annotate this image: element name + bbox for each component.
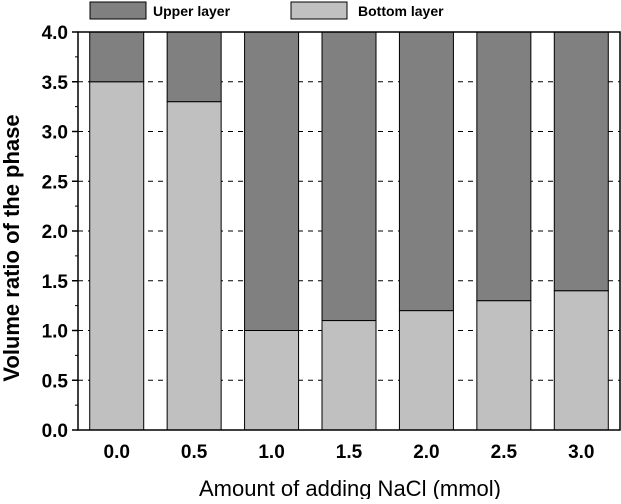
y-tick-label-6: 3.0 (42, 123, 68, 144)
y-tick-label-1: 0.5 (42, 371, 69, 392)
bars-layer (89, 31, 609, 431)
y-tick-label-3: 1.5 (42, 272, 69, 293)
y-tick-label-2: 1.0 (42, 322, 68, 343)
axes-layer: 0.0 0.5 1.0 1.5 2.0 2.5 3.0 0.0 0.5 1.0 1.5 2.0 2.5 3… (42, 23, 621, 463)
legend-swatch-bottom-layer (290, 1, 348, 20)
bar-upper-layer-2.0 (398, 31, 454, 312)
legend-swatch-upper-layer (89, 1, 147, 20)
bar-bottom-layer-2.0 (398, 310, 454, 431)
bar-bottom-layer-1.5 (321, 320, 377, 431)
bar-bottom-layer-0.0 (89, 81, 145, 431)
bar-upper-layer-2.5 (476, 31, 532, 302)
y-tick-label-8: 4.0 (42, 23, 68, 44)
y-tick-label-4: 2.0 (42, 222, 68, 243)
y-tick-label-5: 2.5 (42, 172, 69, 193)
x-tick-label-4: 2.0 (413, 442, 439, 463)
bar-bottom-layer-0.5 (166, 101, 222, 431)
y-tick-label-7: 3.5 (42, 73, 69, 94)
x-tick-label-6: 3.0 (568, 442, 594, 463)
legend-label-bottom-layer: Bottom layer (358, 3, 444, 19)
bar-upper-layer-0.5 (166, 31, 222, 103)
legend: Upper layer Bottom layer (89, 1, 444, 20)
bar-upper-layer-0.0 (89, 31, 145, 83)
y-axis-title: Volume ratio of the phase (0, 114, 24, 381)
bar-upper-layer-3.0 (553, 31, 609, 292)
bar-bottom-layer-3.0 (553, 290, 609, 431)
x-tick-label-5: 2.5 (491, 442, 518, 463)
legend-label-upper-layer: Upper layer (153, 3, 231, 19)
x-tick-label-0: 0.0 (104, 442, 130, 463)
x-tick-label-3: 1.5 (336, 442, 363, 463)
x-tick-label-1: 0.5 (181, 442, 208, 463)
bar-upper-layer-1.0 (244, 31, 300, 331)
bar-upper-layer-1.5 (321, 31, 377, 322)
y-tick-label-0: 0.0 (42, 421, 68, 442)
x-axis-title: Amount of adding NaCl (mmol) (199, 476, 501, 499)
x-tick-label-2: 1.0 (258, 442, 284, 463)
bar-bottom-layer-2.5 (476, 300, 532, 431)
bar-bottom-layer-1.0 (244, 330, 300, 431)
